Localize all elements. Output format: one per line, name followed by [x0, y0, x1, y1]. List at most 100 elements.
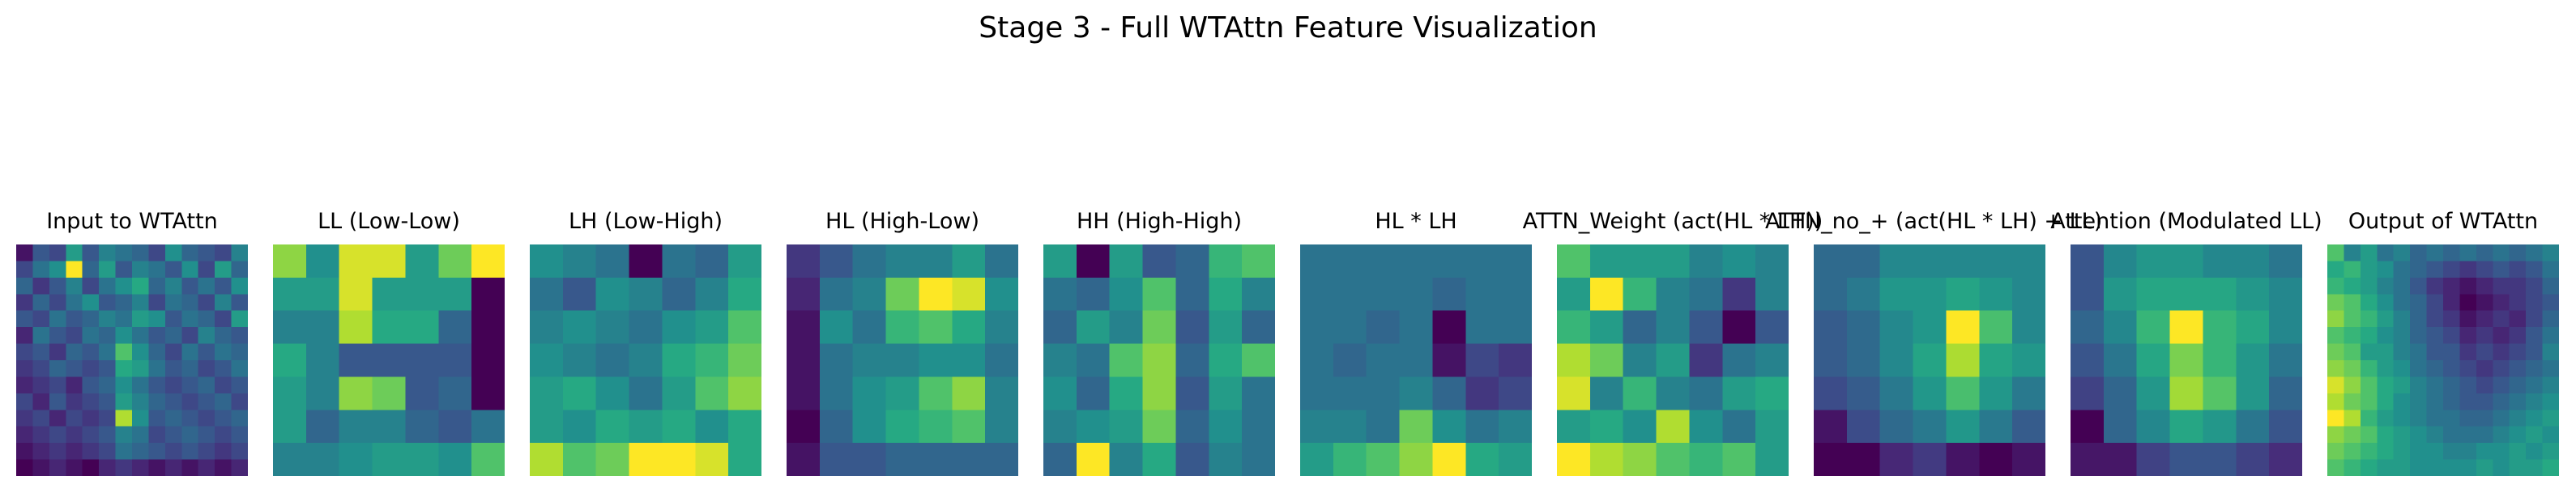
- heatmap-cell: [32, 277, 50, 295]
- heatmap-cell: [49, 443, 66, 461]
- heatmap-cell: [16, 426, 34, 444]
- heatmap-cell: [2542, 459, 2559, 476]
- heatmap-cell: [1300, 244, 1334, 278]
- heatmap-cell: [82, 343, 100, 361]
- heatmap-cell: [148, 261, 166, 278]
- heatmap-cell: [2426, 244, 2444, 262]
- heatmap-cell: [852, 376, 887, 410]
- heatmap-cell: [1242, 244, 1275, 278]
- heatmap-cell: [49, 327, 66, 345]
- heatmap-cell: [372, 343, 407, 378]
- heatmap-attn-weight: [1557, 244, 1789, 476]
- heatmap-cell: [1689, 277, 1723, 312]
- heatmap-cell: [148, 294, 166, 312]
- heatmap-cell: [1689, 343, 1723, 378]
- heatmap-cell: [181, 244, 199, 262]
- heatmap-cell: [2327, 294, 2345, 312]
- heatmap-cell: [2476, 343, 2493, 361]
- heatmap-cell: [2071, 244, 2105, 278]
- heatmap-cell: [2493, 410, 2510, 427]
- heatmap-cell: [2327, 443, 2345, 461]
- heatmap-cell: [16, 310, 34, 328]
- heatmap-cell: [49, 294, 66, 312]
- heatmap-cell: [2443, 426, 2461, 444]
- heatmap-cell: [2377, 410, 2395, 427]
- heatmap-cell: [787, 277, 821, 312]
- heatmap-cell: [2509, 244, 2527, 262]
- heatmap-cell: [2526, 343, 2544, 361]
- heatmap-cell: [1913, 443, 1947, 476]
- heatmap-cell: [2443, 310, 2461, 328]
- heatmap-cell: [2476, 244, 2493, 262]
- heatmap-cell: [2103, 310, 2138, 345]
- heatmap-cell: [1589, 410, 1624, 444]
- heatmap-cell: [2493, 459, 2510, 476]
- heatmap-cell: [164, 244, 182, 262]
- heatmap-cell: [530, 310, 564, 345]
- heatmap-cell: [1946, 277, 1980, 312]
- heatmap-cell: [1175, 410, 1209, 444]
- heatmap-cell: [1589, 310, 1624, 345]
- heatmap-cell: [2509, 459, 2527, 476]
- heatmap-cell: [1175, 443, 1209, 476]
- panel-title: Output of WTAttn: [2348, 209, 2539, 234]
- heatmap-cell: [1979, 376, 2013, 410]
- heatmap-cell: [231, 294, 248, 312]
- heatmap-cell: [198, 443, 215, 461]
- heatmap-cell: [164, 343, 182, 361]
- heatmap-cell: [164, 310, 182, 328]
- heatmap-cell: [1142, 376, 1177, 410]
- heatmap-cell: [148, 410, 166, 427]
- heatmap-cell: [2459, 310, 2477, 328]
- heatmap-cell: [66, 244, 83, 262]
- heatmap-cell: [132, 410, 150, 427]
- panel-title: LL (Low-Low): [318, 209, 460, 234]
- heatmap-cell: [49, 410, 66, 427]
- heatmap-cell: [2410, 443, 2428, 461]
- heatmap-cell: [215, 327, 232, 345]
- heatmap-cell: [438, 277, 472, 312]
- heatmap-cell: [2327, 376, 2345, 394]
- panel-title: Input to WTAttn: [46, 209, 218, 234]
- heatmap-cell: [1623, 244, 1657, 278]
- heatmap-cell: [115, 310, 133, 328]
- heatmap-cell: [2443, 393, 2461, 410]
- heatmap-cell: [2526, 327, 2544, 345]
- heatmap-cell: [662, 310, 696, 345]
- heatmap-cell: [2393, 310, 2411, 328]
- heatmap-cell: [1333, 376, 1367, 410]
- heatmap-cell: [1755, 244, 1789, 278]
- heatmap-cell: [1142, 410, 1177, 444]
- heatmap-cell: [1209, 376, 1243, 410]
- heatmap-cell: [919, 410, 953, 444]
- heatmap-cell: [1589, 443, 1624, 476]
- heatmap-cell: [164, 426, 182, 444]
- heatmap-cell: [2393, 294, 2411, 312]
- heatmap-cell: [885, 376, 920, 410]
- heatmap-cell: [181, 443, 199, 461]
- heatmap-cell: [1946, 410, 1980, 444]
- heatmap-cell: [695, 410, 729, 444]
- heatmap-cell: [885, 310, 920, 345]
- heatmap-cell: [2360, 393, 2378, 410]
- heatmap-cell: [1814, 376, 1848, 410]
- heatmap-cell: [2443, 327, 2461, 345]
- heatmap-cell: [2542, 244, 2559, 262]
- heatmap-cell: [471, 376, 505, 410]
- heatmap-cell: [2393, 426, 2411, 444]
- heatmap-cell: [1946, 310, 1980, 345]
- heatmap-cell: [115, 343, 133, 361]
- heatmap-cell: [819, 310, 854, 345]
- heatmap-cell: [273, 310, 307, 345]
- heatmap-cell: [2493, 294, 2510, 312]
- heatmap-cell: [148, 360, 166, 378]
- heatmap-cell: [2360, 327, 2378, 345]
- heatmap-cell: [215, 310, 232, 328]
- heatmap-cell: [2327, 343, 2345, 361]
- heatmap-cell: [215, 360, 232, 378]
- heatmap-cell: [305, 310, 340, 345]
- heatmap-cell: [2526, 244, 2544, 262]
- heatmap-cell: [2236, 410, 2270, 444]
- heatmap-cell: [2012, 410, 2045, 444]
- heatmap-cell: [1814, 443, 1848, 476]
